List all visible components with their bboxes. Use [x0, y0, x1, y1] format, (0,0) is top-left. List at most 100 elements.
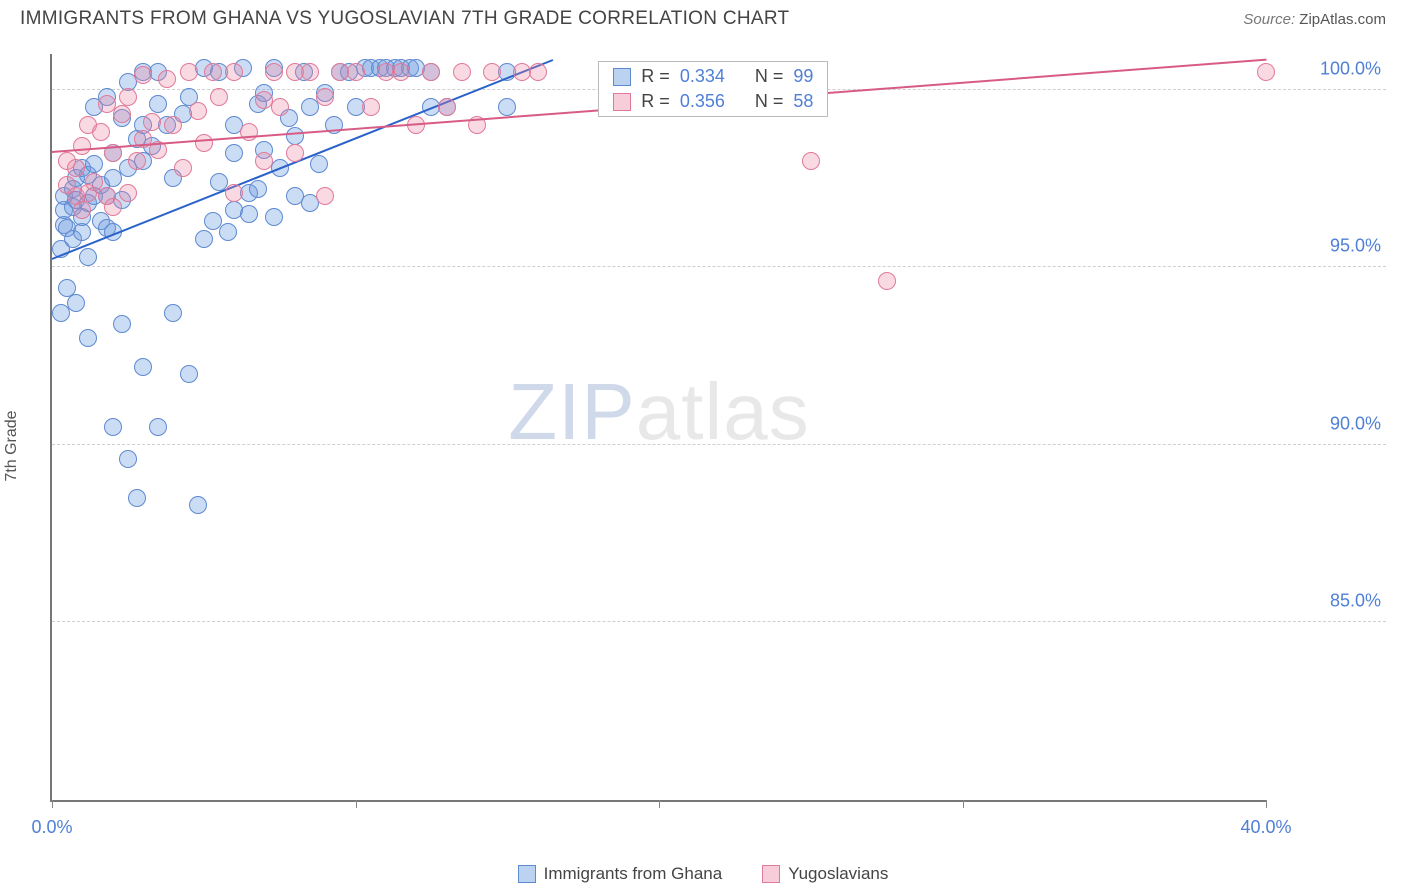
data-point-yugoslavians: [189, 102, 207, 120]
data-point-ghana: [134, 358, 152, 376]
data-point-yugoslavians: [128, 152, 146, 170]
stat-r-label: R =: [641, 91, 670, 112]
data-point-ghana: [498, 98, 516, 116]
data-point-yugoslavians: [158, 70, 176, 88]
stat-n-label: N =: [755, 66, 784, 87]
stat-row-pink: R = 0.356 N = 58: [599, 89, 827, 114]
data-point-ghana: [104, 418, 122, 436]
data-point-ghana: [310, 155, 328, 173]
x-tick: [52, 800, 53, 808]
data-point-yugoslavians: [438, 98, 456, 116]
stat-n-value: 99: [793, 66, 813, 87]
data-point-yugoslavians: [529, 63, 547, 81]
data-point-yugoslavians: [878, 272, 896, 290]
scatter-plot: ZIPatlas 85.0%90.0%95.0%100.0%0.0%40.0%R…: [50, 54, 1266, 802]
data-point-ghana: [149, 95, 167, 113]
title-bar: IMMIGRANTS FROM GHANA VS YUGOSLAVIAN 7TH…: [0, 0, 1406, 34]
data-point-ghana: [149, 418, 167, 436]
y-axis-title: 7th Grade: [3, 410, 21, 481]
legend-item-ghana: Immigrants from Ghana: [518, 864, 723, 884]
data-point-ghana: [67, 294, 85, 312]
stat-swatch: [613, 68, 631, 86]
stat-legend: R = 0.334 N = 99 R = 0.356 N = 58: [598, 61, 828, 117]
data-point-yugoslavians: [422, 63, 440, 81]
data-point-yugoslavians: [73, 137, 91, 155]
stat-r-value: 0.334: [680, 66, 725, 87]
data-point-ghana: [79, 248, 97, 266]
data-point-yugoslavians: [316, 88, 334, 106]
legend-item-yugoslavians: Yugoslavians: [762, 864, 888, 884]
data-point-yugoslavians: [347, 63, 365, 81]
data-point-yugoslavians: [453, 63, 471, 81]
data-point-yugoslavians: [271, 98, 289, 116]
data-point-ghana: [85, 155, 103, 173]
data-point-yugoslavians: [265, 63, 283, 81]
data-point-yugoslavians: [119, 184, 137, 202]
data-point-ghana: [119, 450, 137, 468]
stat-n-value: 58: [793, 91, 813, 112]
data-point-yugoslavians: [255, 152, 273, 170]
stat-r-label: R =: [641, 66, 670, 87]
source-name: ZipAtlas.com: [1299, 11, 1386, 28]
stat-n-label: N =: [755, 91, 784, 112]
watermark-zip: ZIP: [508, 367, 635, 456]
data-point-ghana: [240, 205, 258, 223]
data-point-yugoslavians: [143, 113, 161, 131]
data-point-yugoslavians: [180, 63, 198, 81]
data-point-yugoslavians: [362, 98, 380, 116]
data-point-yugoslavians: [119, 88, 137, 106]
data-point-yugoslavians: [195, 134, 213, 152]
chart-title: IMMIGRANTS FROM GHANA VS YUGOSLAVIAN 7TH…: [20, 8, 789, 30]
y-tick-label: 85.0%: [1281, 591, 1381, 612]
y-tick-label: 95.0%: [1281, 236, 1381, 257]
grid-line: [52, 621, 1386, 622]
bottom-legend: Immigrants from Ghana Yugoslavians: [0, 864, 1406, 884]
x-tick-label: 0.0%: [31, 817, 72, 838]
x-tick: [659, 800, 660, 808]
data-point-yugoslavians: [92, 123, 110, 141]
data-point-ghana: [128, 489, 146, 507]
source-prefix: Source:: [1243, 11, 1295, 28]
legend-label-ghana: Immigrants from Ghana: [544, 864, 723, 884]
y-tick-label: 100.0%: [1281, 58, 1381, 79]
data-point-yugoslavians: [483, 63, 501, 81]
watermark-atlas: atlas: [636, 367, 810, 456]
data-point-ghana: [286, 127, 304, 145]
legend-swatch-pink: [762, 865, 780, 883]
legend-label-yugoslavians: Yugoslavians: [788, 864, 888, 884]
grid-line: [52, 444, 1386, 445]
data-point-yugoslavians: [113, 105, 131, 123]
data-point-yugoslavians: [73, 201, 91, 219]
stat-r-value: 0.356: [680, 91, 725, 112]
data-point-yugoslavians: [316, 187, 334, 205]
data-point-yugoslavians: [134, 66, 152, 84]
data-point-yugoslavians: [1257, 63, 1275, 81]
data-point-yugoslavians: [301, 63, 319, 81]
source: Source: ZipAtlas.com: [1243, 11, 1386, 28]
x-tick-label: 40.0%: [1240, 817, 1291, 838]
data-point-yugoslavians: [286, 144, 304, 162]
data-point-ghana: [195, 230, 213, 248]
data-point-yugoslavians: [225, 63, 243, 81]
data-point-ghana: [104, 169, 122, 187]
data-point-yugoslavians: [392, 63, 410, 81]
data-point-ghana: [164, 304, 182, 322]
data-point-yugoslavians: [104, 198, 122, 216]
data-point-ghana: [180, 365, 198, 383]
data-point-yugoslavians: [204, 63, 222, 81]
data-point-yugoslavians: [67, 159, 85, 177]
data-point-ghana: [225, 144, 243, 162]
stat-row-blue: R = 0.334 N = 99: [599, 64, 827, 89]
stat-swatch: [613, 93, 631, 111]
x-tick: [963, 800, 964, 808]
y-tick-label: 90.0%: [1281, 413, 1381, 434]
data-point-yugoslavians: [225, 184, 243, 202]
data-point-yugoslavians: [802, 152, 820, 170]
x-tick: [1266, 800, 1267, 808]
data-point-yugoslavians: [210, 88, 228, 106]
grid-line: [52, 266, 1386, 267]
x-tick: [356, 800, 357, 808]
data-point-ghana: [219, 223, 237, 241]
data-point-yugoslavians: [164, 116, 182, 134]
data-point-yugoslavians: [174, 159, 192, 177]
